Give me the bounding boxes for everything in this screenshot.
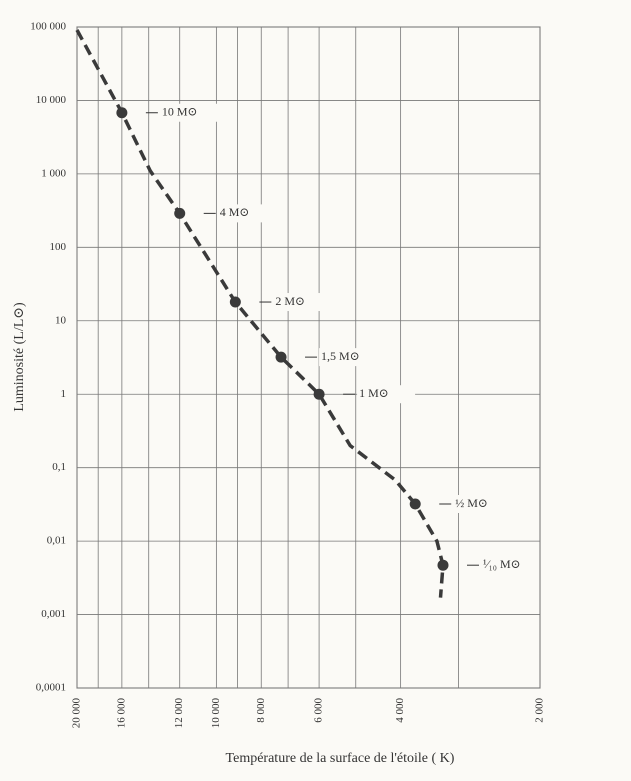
y-tick-label: 1: [61, 388, 67, 400]
label-bg: [357, 385, 416, 404]
x-tick-label: 12 000: [173, 698, 185, 729]
star-point: [116, 107, 128, 119]
y-tick-label: 10: [55, 314, 67, 326]
star-label: 1 M⊙: [359, 386, 389, 400]
y-tick-label: 10 000: [36, 94, 67, 106]
y-axis-label: Luminosité (L/L⊙): [12, 302, 27, 412]
label-bg: [319, 348, 378, 367]
label-bg: [159, 103, 218, 122]
label-bg: [273, 293, 332, 312]
y-tick-label: 100 000: [30, 21, 66, 33]
star-label: ¹⁄₁₀ M⊙: [483, 557, 521, 571]
star-point: [313, 388, 325, 400]
star-label: 2 M⊙: [275, 294, 305, 308]
star-point: [275, 351, 287, 363]
x-axis-label: Température de la surface de l'étoile ( …: [226, 751, 455, 766]
x-tick-label: 10 000: [210, 698, 222, 729]
y-tick-label: 1 000: [41, 167, 66, 179]
x-tick-label: 4 000: [394, 698, 406, 723]
x-tick-label: 16 000: [115, 698, 127, 729]
x-tick-label: 2 000: [534, 698, 546, 723]
x-tick-label: 6 000: [313, 698, 325, 723]
star-label: ½ M⊙: [455, 496, 488, 510]
star-label: 4 M⊙: [220, 205, 250, 219]
y-tick-label: 0,001: [41, 608, 66, 620]
star-point: [437, 559, 449, 571]
label-bg: [217, 204, 276, 223]
star-point: [409, 498, 421, 510]
star-point: [229, 296, 241, 308]
label-bg: [453, 495, 512, 514]
star-label: 1,5 M⊙: [321, 349, 360, 363]
y-tick-label: 0,1: [52, 461, 66, 473]
star-label: 10 M⊙: [162, 104, 198, 118]
y-tick-label: 100: [50, 241, 67, 253]
x-tick-label: 20 000: [71, 698, 83, 729]
star-point: [174, 207, 186, 219]
label-bg: [480, 556, 539, 575]
y-tick-label: 0,01: [47, 535, 66, 547]
x-tick-label: 8 000: [255, 698, 267, 723]
y-tick-label: 0,0001: [36, 682, 66, 694]
luminosity-curve: [75, 29, 445, 598]
